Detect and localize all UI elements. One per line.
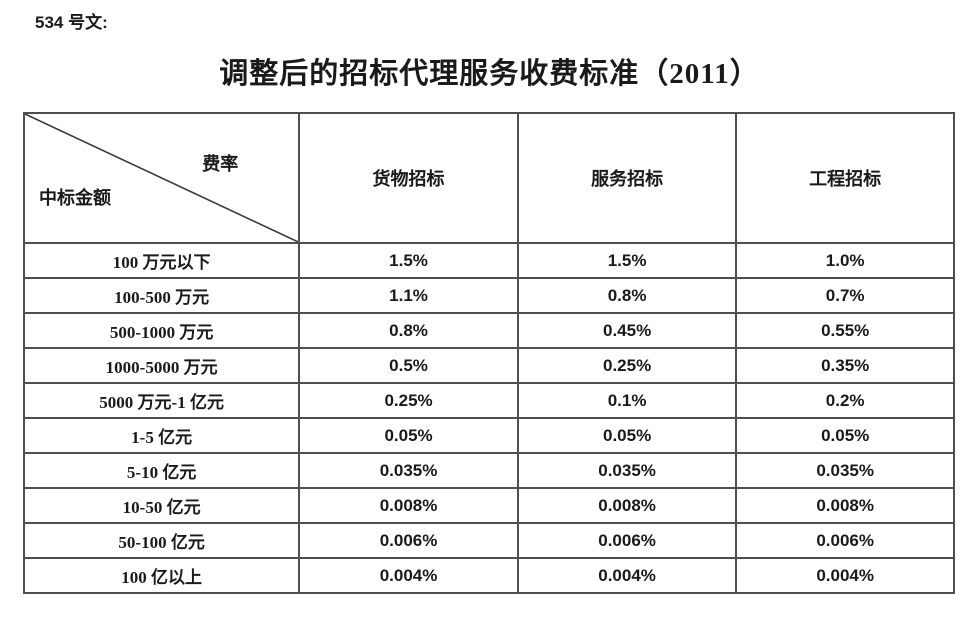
- row-label-cell: 500-1000 万元: [22, 312, 301, 349]
- row-label-cell: 1000-5000 万元: [22, 347, 301, 384]
- table-row: 500-1000 万元 0.8% 0.45% 0.55%: [22, 312, 955, 349]
- row-label-cell: 5-10 亿元: [22, 452, 301, 489]
- rate-cell: 0.004%: [298, 557, 519, 594]
- table-row: 5000 万元-1 亿元 0.25% 0.1% 0.2%: [22, 382, 955, 419]
- rate-cell: 0.006%: [735, 522, 955, 559]
- rate-cell: 0.006%: [298, 522, 519, 559]
- table-row: 100 亿以上 0.004% 0.004% 0.004%: [22, 557, 955, 594]
- rate-cell: 0.008%: [516, 487, 738, 524]
- rate-cell: 0.05%: [298, 417, 519, 454]
- rate-cell: 0.008%: [735, 487, 955, 524]
- row-label-cell: 1-5 亿元: [22, 417, 301, 454]
- corner-header-cell: 费率 中标金额: [22, 112, 301, 244]
- row-label-cell: 100-500 万元: [22, 277, 301, 314]
- rate-cell: 0.035%: [298, 452, 519, 489]
- rate-cell: 0.004%: [735, 557, 955, 594]
- rate-cell: 0.1%: [516, 382, 738, 419]
- row-label-cell: 10-50 亿元: [22, 487, 301, 524]
- table-row: 1-5 亿元 0.05% 0.05% 0.05%: [22, 417, 955, 454]
- rate-cell: 0.008%: [298, 487, 519, 524]
- rate-cell: 0.25%: [516, 347, 738, 384]
- column-header-goods: 货物招标: [298, 112, 519, 244]
- table-row: 1000-5000 万元 0.5% 0.25% 0.35%: [22, 347, 955, 384]
- rate-cell: 1.1%: [298, 277, 519, 314]
- rate-cell: 0.5%: [298, 347, 519, 384]
- table-row: 10-50 亿元 0.008% 0.008% 0.008%: [22, 487, 955, 524]
- rate-cell: 0.2%: [735, 382, 955, 419]
- rate-cell: 0.35%: [735, 347, 955, 384]
- rate-cell: 0.7%: [735, 277, 955, 314]
- rate-cell: 0.8%: [516, 277, 738, 314]
- rate-cell: 0.8%: [298, 312, 519, 349]
- table-header-row: 费率 中标金额 货物招标 服务招标 工程招标: [22, 112, 955, 244]
- diagonal-divider-line: [25, 114, 298, 242]
- fee-rate-table: 费率 中标金额 货物招标 服务招标 工程招标 100 万元以下 1.5% 1.5…: [22, 112, 955, 594]
- corner-label-rate: 费率: [202, 154, 239, 174]
- rate-cell: 0.035%: [735, 452, 955, 489]
- rate-cell: 1.5%: [298, 242, 519, 279]
- corner-label-amount: 中标金额: [39, 188, 111, 208]
- rate-cell: 1.0%: [735, 242, 955, 279]
- table-row: 50-100 亿元 0.006% 0.006% 0.006%: [22, 522, 955, 559]
- row-label-cell: 50-100 亿元: [22, 522, 301, 559]
- table-row: 5-10 亿元 0.035% 0.035% 0.035%: [22, 452, 955, 489]
- table-row: 100 万元以下 1.5% 1.5% 1.0%: [22, 242, 955, 279]
- doc-number-label: 534 号文:: [35, 13, 108, 32]
- rate-cell: 0.006%: [516, 522, 738, 559]
- rate-cell: 0.45%: [516, 312, 738, 349]
- column-header-service: 服务招标: [516, 112, 738, 244]
- rate-cell: 0.55%: [735, 312, 955, 349]
- page-title: 调整后的招标代理服务收费标准（2011）: [219, 58, 760, 90]
- row-label-cell: 5000 万元-1 亿元: [22, 382, 301, 419]
- column-header-engineering: 工程招标: [735, 112, 955, 244]
- rate-cell: 1.5%: [516, 242, 738, 279]
- rate-cell: 0.25%: [298, 382, 519, 419]
- rate-cell: 0.05%: [735, 417, 955, 454]
- rate-cell: 0.05%: [516, 417, 738, 454]
- rate-cell: 0.004%: [516, 557, 738, 594]
- row-label-cell: 100 亿以上: [22, 557, 301, 594]
- table-row: 100-500 万元 1.1% 0.8% 0.7%: [22, 277, 955, 314]
- row-label-cell: 100 万元以下: [22, 242, 301, 279]
- rate-cell: 0.035%: [516, 452, 738, 489]
